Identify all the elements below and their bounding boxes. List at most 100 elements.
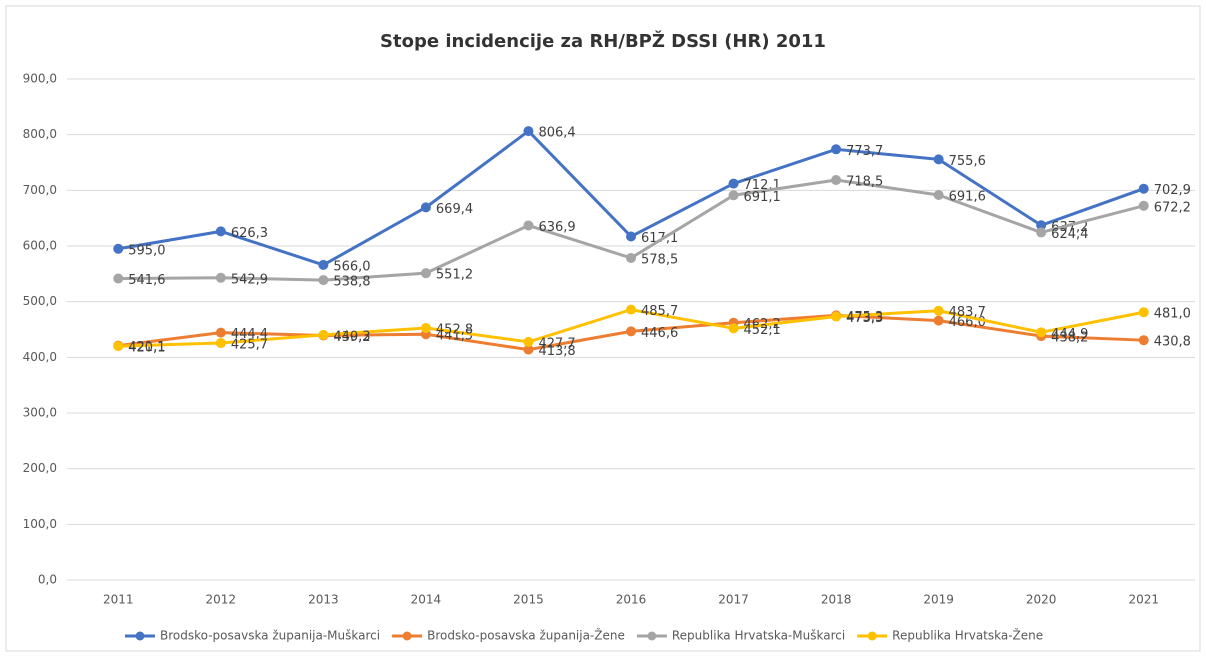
legend-marker: [647, 631, 657, 641]
data-label: 669,4: [436, 202, 473, 217]
data-point: [113, 243, 124, 254]
data-label: 636,9: [538, 220, 575, 235]
legend-label: Republika Hrvatska-Žene: [892, 628, 1043, 643]
data-label: 413,8: [538, 344, 575, 359]
data-point: [831, 311, 842, 322]
data-point: [318, 329, 329, 340]
x-tick-label: 2020: [1026, 593, 1057, 607]
data-point: [1138, 183, 1149, 194]
data-point: [933, 315, 944, 326]
y-tick-label: 700,0: [23, 183, 57, 197]
data-label: 595,0: [128, 243, 165, 258]
x-tick-label: 2019: [923, 593, 954, 607]
data-label: 430,8: [1154, 335, 1191, 350]
legend-marker: [402, 631, 412, 641]
data-point: [1138, 335, 1149, 346]
data-label: 444,9: [1051, 327, 1088, 342]
data-label: 538,8: [333, 275, 370, 290]
data-label: 542,9: [231, 272, 268, 287]
x-tick-label: 2018: [821, 593, 852, 607]
data-point: [215, 226, 226, 237]
y-tick-label: 100,0: [23, 517, 57, 531]
data-label: 483,7: [949, 305, 986, 320]
data-point: [523, 344, 534, 355]
x-tick-label: 2011: [103, 593, 134, 607]
y-tick-label: 400,0: [23, 350, 57, 364]
x-tick-label: 2015: [513, 593, 544, 607]
data-point: [626, 231, 636, 242]
data-point: [318, 259, 329, 270]
data-point: [420, 268, 431, 279]
data-label: 702,9: [1154, 183, 1191, 198]
data-point: [831, 175, 842, 186]
data-point: [215, 338, 226, 349]
data-label: 691,1: [744, 190, 781, 205]
x-tick-label: 2016: [616, 593, 647, 607]
data-point: [626, 326, 636, 337]
data-point: [1138, 200, 1149, 211]
legend-label: Republika Hrvatska-Muškarci: [672, 629, 845, 643]
y-tick-label: 500,0: [23, 294, 57, 308]
data-label: 718,5: [846, 175, 883, 190]
data-label: 446,6: [641, 326, 678, 341]
data-point: [728, 190, 739, 201]
y-tick-label: 0,0: [38, 573, 57, 587]
legend-label: Brodsko-posavska županija-Žene: [427, 628, 625, 643]
data-point: [523, 126, 534, 137]
data-label: 551,2: [436, 268, 473, 283]
data-label: 473,3: [846, 311, 883, 326]
data-label: 624,4: [1051, 227, 1088, 242]
data-label: 452,1: [744, 323, 781, 338]
x-tick-label: 2021: [1128, 593, 1159, 607]
data-label: 566,0: [333, 259, 370, 274]
legend-marker: [867, 631, 877, 641]
y-tick-label: 800,0: [23, 127, 57, 141]
data-label: 541,6: [128, 273, 165, 288]
data-label: 438,2: [1051, 331, 1088, 346]
data-label: 444,4: [231, 327, 268, 342]
chart-title: Stope incidencije za RH/BPŽ DSSI (HR) 20…: [380, 30, 826, 52]
legend-marker: [135, 631, 145, 641]
data-point: [933, 154, 944, 165]
data-point: [728, 178, 739, 189]
data-label: 485,7: [641, 304, 678, 319]
data-point: [420, 322, 431, 333]
data-point: [113, 273, 124, 284]
y-tick-label: 300,0: [23, 406, 57, 420]
data-label: 578,5: [641, 252, 678, 267]
data-point: [420, 202, 431, 213]
data-label: 755,6: [949, 154, 986, 169]
data-point: [933, 305, 944, 316]
y-tick-label: 200,0: [23, 461, 57, 475]
x-tick-label: 2017: [718, 593, 749, 607]
data-point: [215, 272, 226, 283]
data-point: [1036, 227, 1047, 238]
data-point: [523, 336, 534, 347]
data-label: 672,2: [1154, 200, 1191, 215]
data-point: [728, 323, 739, 334]
y-tick-label: 900,0: [23, 72, 57, 86]
data-point: [113, 341, 124, 352]
legend-label: Brodsko-posavska županija-Muškarci: [160, 629, 380, 643]
data-point: [1036, 327, 1047, 338]
x-tick-label: 2013: [308, 593, 339, 607]
data-label: 425,7: [231, 338, 268, 353]
data-label: 773,7: [846, 144, 883, 159]
data-point: [933, 190, 944, 201]
data-label: 427,7: [538, 336, 575, 351]
x-tick-label: 2012: [206, 593, 237, 607]
y-tick-label: 600,0: [23, 239, 57, 253]
data-point: [1138, 307, 1149, 318]
data-point: [523, 220, 534, 231]
data-label: 440,3: [333, 329, 370, 344]
data-label: 691,6: [949, 190, 986, 205]
data-point: [626, 252, 636, 263]
data-label: 626,3: [231, 226, 268, 241]
data-label: 420,1: [128, 341, 165, 356]
data-label: 806,4: [538, 126, 575, 141]
data-point: [831, 144, 842, 155]
data-label: 481,0: [1154, 307, 1191, 322]
data-point: [626, 304, 636, 315]
data-point: [1036, 220, 1047, 231]
